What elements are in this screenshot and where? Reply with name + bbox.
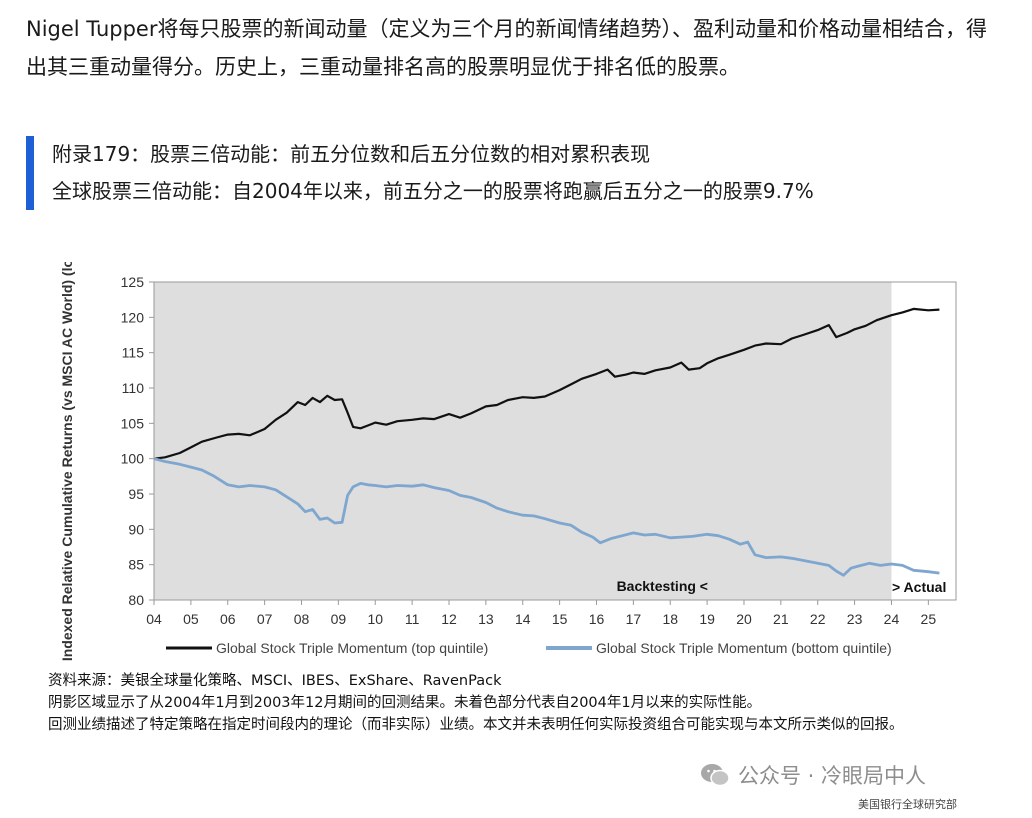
- actual-annotation: > Actual: [892, 579, 946, 595]
- y-tick-label: 125: [121, 274, 145, 290]
- chart-svg: 80 85 90 95 100 105 110 115 120 125 04 05 06 07 08 09 10…: [59, 262, 957, 661]
- bottom-quintile-line: [153, 457, 940, 577]
- backtest-disclaimer: 回测业绩描述了特定策略在指定时间段内的理论（而非实际）业绩。本文并未表明任何实际…: [48, 717, 904, 733]
- exhibit-subtitle: 全球股票三倍动能：自2004年以来，前五分之一的股票将跑赢后五分之一的股票9.7…: [52, 179, 814, 203]
- x-tick-label: 06: [220, 611, 236, 627]
- exhibit-header: 附录179：股票三倍动能：前五分位数和后五分位数的相对累积表现 全球股票三倍动能…: [26, 136, 1032, 210]
- x-tick-label: 13: [478, 611, 494, 627]
- y-tick-label: 90: [128, 521, 144, 537]
- y-tick-label: 120: [121, 309, 145, 325]
- x-tick-label: 23: [847, 611, 863, 627]
- y-tick-label: 115: [122, 345, 145, 361]
- plot-frame: [153, 281, 957, 601]
- legend-label-bottom: Global Stock Triple Momentum (bottom qui…: [596, 640, 892, 656]
- x-tick-label: 21: [773, 611, 789, 627]
- x-tick-label: 07: [257, 611, 273, 627]
- x-tick-label: 25: [921, 611, 937, 627]
- intro-paragraph: Nigel Tupper将每只股票的新闻动量（定义为三个月的新闻情绪趋势）、盈利…: [26, 17, 987, 79]
- x-tick-label: 05: [183, 611, 199, 627]
- legend: Global Stock Triple Momentum (top quinti…: [166, 640, 892, 656]
- x-tick-label: 19: [699, 611, 715, 627]
- series-lines: [153, 307, 940, 577]
- y-tick-label: 100: [121, 451, 145, 467]
- x-tick-label: 14: [515, 611, 531, 627]
- backtest-shaded-region: [154, 282, 892, 600]
- source-note: 资料来源：美银全球量化策略、MSCI、IBES、ExShare、RavenPac…: [48, 673, 502, 689]
- x-tick-label: 12: [441, 611, 457, 627]
- x-tick-label: 15: [552, 611, 568, 627]
- wechat-icon: [700, 762, 730, 788]
- x-tick-label: 22: [810, 611, 826, 627]
- x-tick-label: 18: [662, 611, 678, 627]
- watermark-text: 公众号 · 冷眼局中人: [738, 764, 927, 788]
- y-tick-label: 105: [121, 415, 145, 431]
- backtesting-annotation: Backtesting <: [617, 578, 708, 594]
- chart: 80 85 90 95 100 105 110 115 120 125 04 05 06 07 08 09 10…: [50, 262, 990, 664]
- x-tick-label: 08: [294, 611, 310, 627]
- x-tick-label: 09: [331, 611, 347, 627]
- x-tick-label: 10: [367, 611, 383, 627]
- legend-label-top: Global Stock Triple Momentum (top quinti…: [216, 640, 488, 656]
- y-tick-label: 80: [128, 592, 144, 608]
- top-quintile-line: [153, 307, 940, 460]
- x-tick-label: 24: [884, 611, 900, 627]
- y-tick-label: 95: [128, 486, 144, 502]
- x-tick-label: 17: [626, 611, 642, 627]
- watermark: 公众号 · 冷眼局中人: [700, 760, 1010, 790]
- axis-ticks: 80 85 90 95 100 105 110 115 120 125 04 05 06 07 08 09 10…: [121, 274, 937, 627]
- x-tick-label: 20: [736, 611, 752, 627]
- y-tick-label: 110: [122, 380, 145, 396]
- y-axis-label: Indexed Relative Cumulative Returns (vs …: [59, 262, 75, 661]
- exhibit-title: 附录179：股票三倍动能：前五分位数和后五分位数的相对累积表现: [52, 142, 651, 166]
- y-tick-label: 85: [128, 557, 144, 573]
- x-tick-label: 11: [405, 611, 420, 627]
- footer-notes: 资料来源：美银全球量化策略、MSCI、IBES、ExShare、RavenPac…: [48, 670, 928, 736]
- research-credit: 美国银行全球研究部: [858, 798, 957, 811]
- x-tick-label: 04: [146, 611, 162, 627]
- shading-note: 阴影区域显示了从2004年1月到2003年12月期间的回测结果。未着色部分代表自…: [48, 695, 762, 711]
- x-tick-label: 16: [589, 611, 605, 627]
